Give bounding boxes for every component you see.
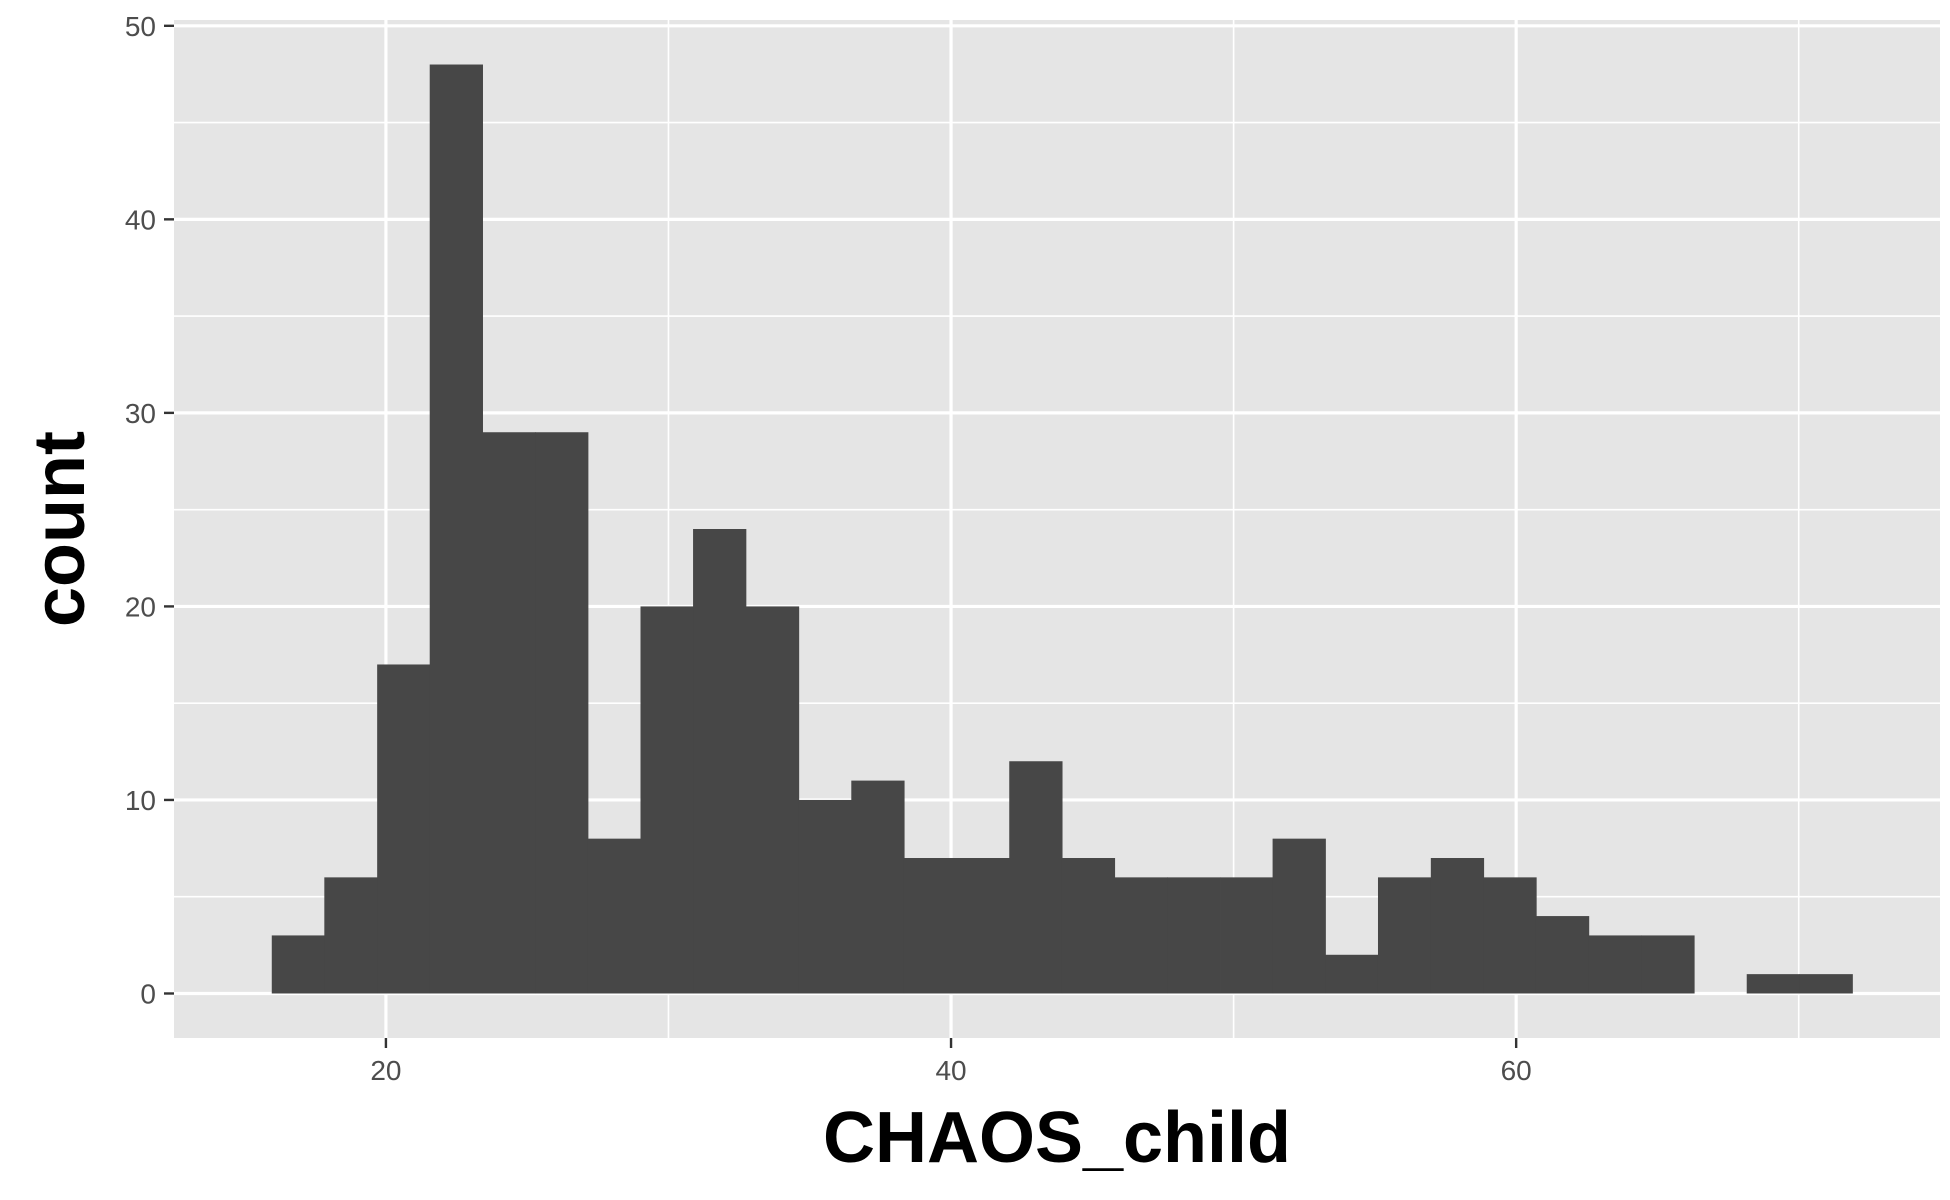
histogram-bar — [324, 877, 378, 994]
histogram-bar — [429, 64, 483, 994]
histogram-bar — [271, 935, 326, 994]
histogram-bar — [640, 606, 694, 994]
histogram-bar — [1220, 877, 1274, 994]
histogram-bars — [271, 64, 1853, 994]
histogram-bar — [535, 432, 589, 994]
x-tick-label: 60 — [1501, 1055, 1532, 1086]
histogram-bar — [1377, 877, 1432, 994]
y-tick-label: 0 — [140, 978, 156, 1009]
histogram-bar — [1799, 974, 1853, 994]
histogram-bar — [745, 606, 800, 994]
y-tick-label: 20 — [125, 591, 156, 622]
histogram-bar — [798, 799, 852, 994]
histogram-bar — [1430, 858, 1485, 994]
x-axis: 20 40 60 — [370, 1038, 1532, 1086]
histogram-bar — [1588, 935, 1643, 994]
histogram-bar — [1641, 935, 1695, 994]
histogram-bar — [903, 858, 958, 994]
histogram-bar — [1114, 877, 1168, 994]
histogram-bar — [956, 858, 1010, 994]
histogram-bar — [1061, 858, 1116, 994]
histogram-bar — [1535, 916, 1590, 994]
histogram-bar — [1746, 974, 1800, 994]
histogram-bar — [482, 432, 536, 994]
histogram-bar — [1483, 877, 1537, 994]
x-tick-label: 40 — [935, 1055, 966, 1086]
histogram-bar — [1009, 761, 1063, 994]
histogram-bar — [1272, 838, 1326, 994]
histogram-bar — [1167, 877, 1221, 994]
y-tick-label: 40 — [125, 204, 156, 235]
histogram-bar — [851, 780, 905, 994]
x-axis-title: CHAOS_child — [823, 1098, 1291, 1178]
y-axis: 0 10 20 30 40 50 — [125, 11, 174, 1009]
y-tick-label: 50 — [125, 11, 156, 42]
y-tick-label: 10 — [125, 785, 156, 816]
histogram-bar — [587, 838, 641, 994]
x-tick-label: 20 — [370, 1055, 401, 1086]
histogram-bar — [1325, 954, 1379, 994]
y-axis-title: count — [20, 431, 100, 627]
y-tick-label: 30 — [125, 398, 156, 429]
histogram-bar — [377, 664, 431, 994]
histogram-bar — [693, 529, 747, 994]
